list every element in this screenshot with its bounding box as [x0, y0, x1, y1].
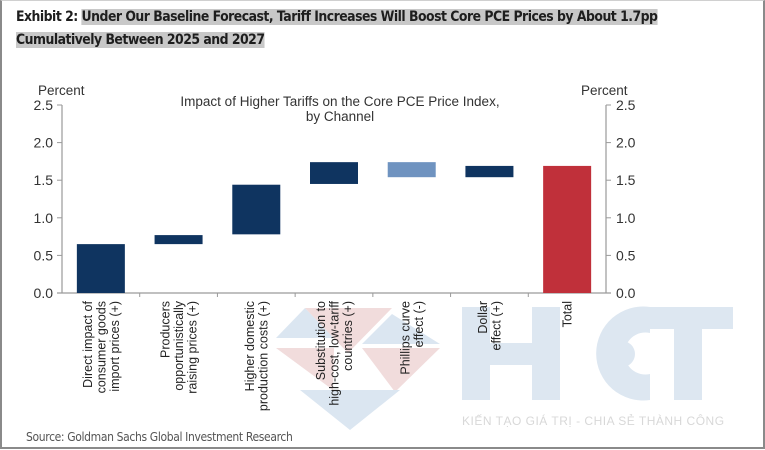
y-tick-label-right: 1.0: [616, 210, 636, 226]
category-label-line: consumer goods: [94, 301, 108, 393]
category-label-line: Total: [561, 301, 575, 327]
category-label-6: Dollar effect (+): [476, 301, 504, 350]
category-label-line: Substitution to: [314, 301, 328, 380]
category-label-7: Total: [561, 301, 575, 327]
category-label-line: Dollar: [476, 301, 490, 334]
exhibit-title: Exhibit 2: Under Our Baseline Forecast, …: [16, 6, 756, 52]
category-label-1: Direct impact of consumer goods import pri…: [81, 300, 122, 393]
y-tick-label-left: 1.5: [34, 172, 54, 188]
category-label-line: high-cost, low-tariff: [328, 300, 342, 405]
category-label-line: import prices (+): [108, 301, 122, 392]
watermark-diamond-b: [300, 390, 400, 430]
category-label-4: Substitution to high-cost, low-tariff coun…: [314, 300, 355, 405]
category-label-2: Producers opportunistically raising prices…: [159, 300, 200, 393]
watermark-tagline: KIẾN TẠO GIÁ TRỊ - CHIA SẺ THÀNH CÔNG: [462, 413, 725, 428]
watermark-h-bar: [462, 343, 560, 365]
category-label-line: Producers: [159, 301, 173, 358]
y-tick-label-right: 0.0: [616, 285, 636, 301]
y-tick-label-right: 0.5: [616, 247, 636, 263]
category-label-line: raising prices (+): [186, 301, 200, 394]
y-tick-label-right: 2.0: [616, 135, 636, 151]
bar-4: [310, 162, 358, 184]
title-line-2: Cumulatively Between 2025 and 2027: [16, 32, 265, 48]
watermark-c-dot: [609, 341, 635, 367]
watermark-diamond-mr: [362, 348, 440, 392]
source-note: Source: Goldman Sachs Global Investment …: [26, 430, 293, 444]
y-tick-label-left: 1.0: [34, 210, 54, 226]
category-label-line: effect (+): [490, 301, 504, 350]
bar-6: [465, 165, 514, 178]
y-axis-title-left: Percent: [38, 83, 85, 98]
category-label-line: opportunistically: [172, 300, 186, 390]
y-tick-label-left: 0.5: [34, 247, 54, 263]
bar-3: [232, 184, 281, 235]
axes: 0.0 0.0 0.5 0.5 1.0 1.0 1.5 1.5 2.0 2.0 2.5 2.5: [34, 97, 636, 301]
y-tick-label-left: 2.0: [34, 135, 54, 151]
watermark-diamond-ml: [276, 348, 334, 390]
watermark-diamond-r: [362, 314, 440, 344]
category-label-line: Higher domestic: [243, 301, 257, 391]
watermark-diamond-tr: [305, 308, 392, 353]
y-tick-label-right: 2.5: [616, 97, 636, 113]
category-label-line: effect (-): [412, 301, 426, 347]
chart-title-line-2: by Channel: [306, 109, 374, 124]
category-label-3: Higher domestic production costs (+): [243, 301, 271, 411]
category-labels: Direct impact of consumer goods import pri…: [81, 300, 575, 411]
watermark-diamond-tl: [276, 308, 334, 338]
exhibit-label: Exhibit 2:: [16, 9, 78, 25]
y-tick-label-left: 2.5: [34, 97, 54, 113]
y-tick-label-right: 1.5: [616, 172, 636, 188]
category-label-5: Phillips curve effect (-): [398, 301, 426, 375]
category-label-line: production costs (+): [257, 301, 271, 411]
y-tick-label-left: 0.0: [34, 285, 54, 301]
chart-title-line-1: Impact of Higher Tariffs on the Core PCE…: [180, 94, 499, 109]
category-label-line: Phillips curve: [398, 301, 412, 375]
category-label-line: countries (+): [341, 301, 355, 371]
title-line-1: Under Our Baseline Forecast, Tariff Incr…: [81, 9, 658, 25]
bar-7: [543, 165, 592, 293]
hct-watermark: KIẾN TẠO GIÁ TRỊ - CHIA SẺ THÀNH CÔNG: [276, 306, 733, 430]
bar-5: [387, 162, 436, 178]
category-label-line: Direct impact of: [81, 300, 95, 387]
y-axis-title-right: Percent: [581, 83, 628, 98]
watermark-t-stem: [674, 307, 702, 400]
bars: [76, 162, 592, 293]
bar-2: [154, 235, 203, 245]
bar-1: [76, 244, 125, 293]
